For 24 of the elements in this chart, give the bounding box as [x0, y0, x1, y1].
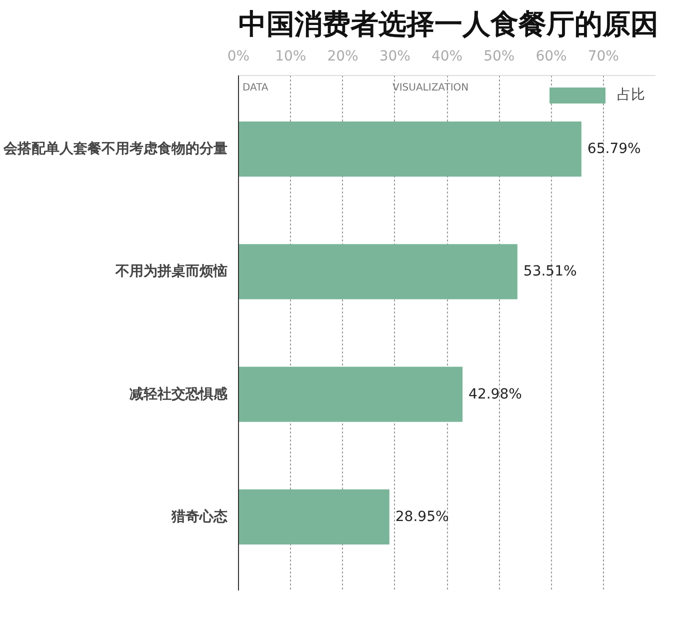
x-tick-label: 0% [227, 48, 250, 64]
text: 42.98% [468, 386, 522, 402]
x-tick-label: 70% [588, 48, 619, 64]
y-tick-label: 不用为拼桌而烦恼 [114, 262, 228, 280]
text: 53.51% [523, 264, 577, 280]
text: 65.79% [587, 141, 641, 158]
annotation: DATA [242, 82, 268, 94]
x-tick-label: 60% [536, 48, 567, 64]
bar [238, 121, 582, 177]
x-tick-label: 10% [275, 48, 306, 64]
y-tick-label: 会搭配单人套餐不用考虑食物的分量 [2, 141, 228, 158]
bar [238, 489, 390, 545]
x-tick-label: 20% [327, 48, 358, 64]
y-tick-label: 猎奇心态 [170, 508, 228, 525]
bar [238, 366, 463, 422]
text: 28.95% [395, 508, 449, 525]
chart-title: 中国消费者选择一人食餐厅的原因 [238, 8, 658, 40]
x-tick-label: 50% [484, 48, 515, 64]
annotation: VISUALIZATION [392, 82, 469, 94]
bar [238, 244, 518, 300]
legend-label: 占比 [617, 86, 645, 104]
x-tick-label: 40% [431, 48, 463, 64]
x-tick-label: 30% [379, 48, 410, 64]
y-tick-label: 减轻社交恐惧感 [130, 385, 228, 402]
